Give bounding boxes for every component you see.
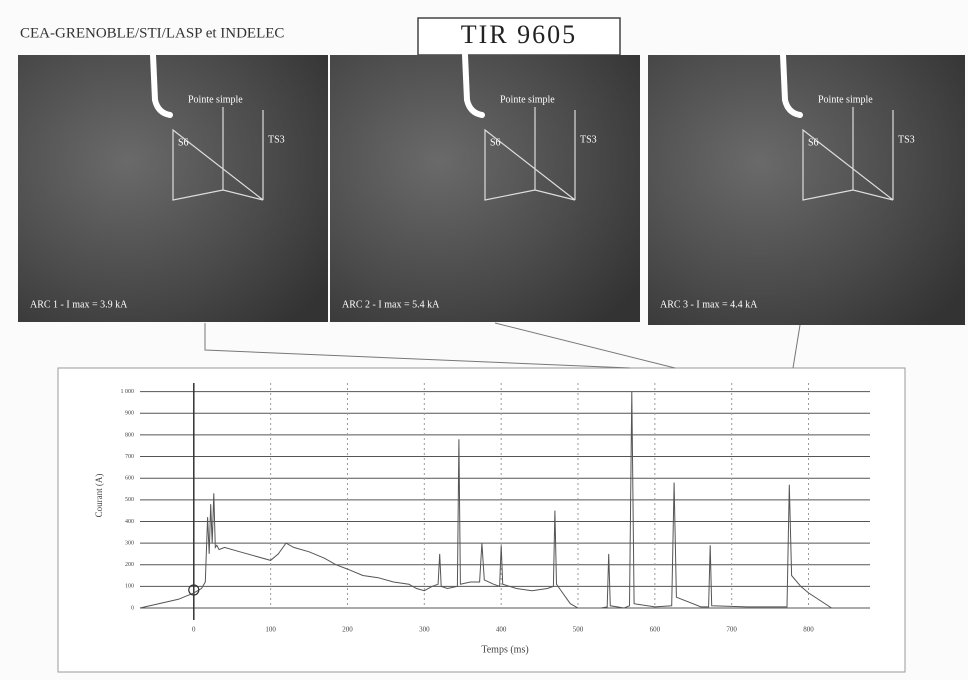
sensor-label: S6 <box>178 137 189 148</box>
sensor-label: TS3 <box>268 134 285 145</box>
y-tick-label: 1 000 <box>121 389 135 395</box>
arc-label: ARC 1 - I max = 3.9 kA <box>30 299 128 310</box>
y-tick-label: 900 <box>125 411 134 417</box>
y-tick-label: 0 <box>131 605 134 611</box>
x-tick-label: 800 <box>803 626 814 634</box>
sensor-label: S6 <box>490 137 501 148</box>
pointe-label: Pointe simple <box>500 94 555 105</box>
x-tick-label: 0 <box>192 626 196 634</box>
x-tick-label: 300 <box>419 626 430 634</box>
pointe-label: Pointe simple <box>818 94 873 105</box>
y-tick-label: 600 <box>125 476 134 482</box>
y-tick-label: 100 <box>125 584 134 590</box>
title: TIR 9605 <box>461 20 577 49</box>
sensor-label: TS3 <box>898 134 915 145</box>
x-tick-label: 400 <box>496 626 507 634</box>
x-axis-title: Temps (ms) <box>481 644 528 655</box>
y-tick-label: 200 <box>125 562 134 568</box>
y-tick-label: 800 <box>125 432 134 438</box>
pointe-label: Pointe simple <box>188 94 243 105</box>
y-axis-title: Courant (A) <box>94 474 104 518</box>
sensor-label: S6 <box>808 137 819 148</box>
x-tick-label: 600 <box>650 626 661 634</box>
x-tick-label: 200 <box>342 626 353 634</box>
x-tick-label: 500 <box>573 626 584 634</box>
y-tick-label: 400 <box>125 519 134 525</box>
photo <box>648 55 965 325</box>
x-tick-label: 700 <box>726 626 737 634</box>
y-tick-label: 700 <box>125 454 134 460</box>
page: CEA-GRENOBLE/STI/LASP et INDELEC TIR 960… <box>0 0 968 680</box>
org-text: CEA-GRENOBLE/STI/LASP et INDELEC <box>20 25 284 41</box>
y-tick-label: 300 <box>125 540 134 546</box>
arc-label: ARC 2 - I max = 5.4 kA <box>342 299 440 310</box>
y-tick-label: 500 <box>125 497 134 503</box>
arc-label: ARC 3 - I max = 4.4 kA <box>660 299 758 310</box>
sensor-label: TS3 <box>580 134 597 145</box>
x-tick-label: 100 <box>265 626 276 634</box>
